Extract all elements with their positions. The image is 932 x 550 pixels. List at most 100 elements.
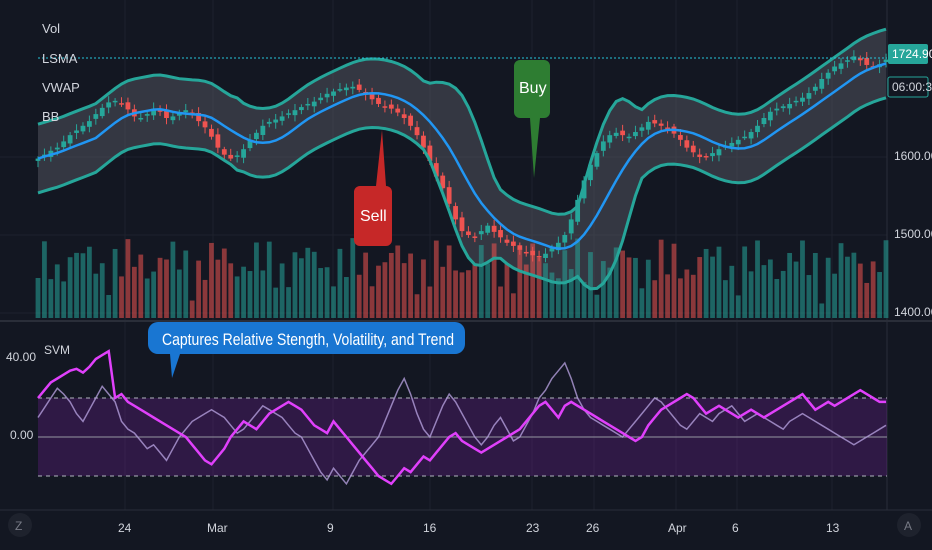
candle-body bbox=[221, 149, 227, 155]
candle-body bbox=[832, 66, 837, 72]
volume-bar bbox=[234, 276, 240, 318]
candle-body bbox=[453, 206, 458, 220]
volume-bar bbox=[491, 243, 497, 318]
time-tick-mar: Mar bbox=[207, 521, 228, 535]
candle-body bbox=[337, 89, 343, 91]
candle-body bbox=[228, 154, 234, 159]
candle-body bbox=[620, 130, 625, 136]
time-axis[interactable]: 24 Mar 9 16 23 26 Apr 6 13 bbox=[118, 521, 840, 535]
volume-bar bbox=[421, 259, 426, 318]
auto-scale-button-label: A bbox=[904, 519, 912, 533]
candle-body bbox=[440, 175, 446, 189]
candle-body bbox=[819, 79, 825, 89]
volume-bar bbox=[401, 263, 407, 318]
volume-bar bbox=[99, 263, 105, 318]
candle-body bbox=[395, 108, 401, 113]
volume-bar bbox=[247, 271, 253, 318]
price-axis[interactable]: 1600.00 1500.00 1400.00 bbox=[894, 149, 932, 319]
candle-body bbox=[376, 97, 381, 104]
time-tick-24: 24 bbox=[118, 521, 132, 535]
volume-bar bbox=[819, 303, 825, 318]
zoom-button[interactable]: Z bbox=[8, 513, 32, 537]
bollinger-band-fill bbox=[38, 29, 886, 289]
volume-bar bbox=[266, 241, 272, 318]
legend-vol[interactable]: Vol bbox=[42, 21, 60, 36]
candle-body bbox=[735, 139, 741, 145]
bollinger-upper-band bbox=[37, 27, 887, 216]
candle-body bbox=[761, 118, 767, 125]
volume-bar bbox=[652, 280, 658, 318]
legend-bb[interactable]: BB bbox=[42, 109, 59, 124]
candle-body bbox=[472, 236, 478, 238]
candle-body bbox=[485, 225, 491, 233]
svm-label[interactable]: SVM bbox=[44, 343, 70, 357]
volume-bar bbox=[626, 257, 632, 318]
buy-signal[interactable]: Buy bbox=[514, 60, 550, 178]
candle-body bbox=[74, 130, 79, 133]
volume-bar bbox=[549, 272, 555, 318]
volume-bar bbox=[119, 276, 124, 318]
volume-bar bbox=[305, 247, 311, 318]
candle-body bbox=[466, 231, 471, 235]
candle-body bbox=[144, 114, 150, 116]
candle-body bbox=[67, 135, 73, 144]
sell-signal[interactable]: Sell bbox=[354, 130, 392, 246]
volume-bar bbox=[189, 300, 195, 318]
volume-bar bbox=[164, 259, 169, 318]
volume-bar bbox=[517, 248, 523, 318]
volume-bar bbox=[857, 263, 863, 318]
volume-bar bbox=[845, 256, 850, 318]
volume-bar bbox=[800, 240, 805, 318]
volume-bar bbox=[607, 267, 613, 318]
volume-bar bbox=[838, 243, 844, 318]
candle-body bbox=[774, 108, 780, 111]
volume-bar bbox=[761, 265, 767, 318]
candle-body bbox=[299, 107, 304, 111]
volume-bar bbox=[645, 259, 651, 318]
candle-body bbox=[414, 127, 420, 136]
time-tick-apr: Apr bbox=[668, 521, 687, 535]
candle-body bbox=[645, 121, 651, 130]
candle-body bbox=[697, 154, 703, 157]
candle-body bbox=[523, 251, 529, 254]
volume-bar bbox=[678, 278, 683, 318]
volume-bar bbox=[215, 259, 221, 318]
candle-body bbox=[716, 149, 722, 156]
candle-body bbox=[665, 127, 670, 129]
volume-bar bbox=[196, 260, 201, 318]
legend-lsma[interactable]: LSMA bbox=[42, 51, 78, 66]
volume-bar bbox=[440, 266, 446, 318]
bollinger-band-area bbox=[38, 29, 886, 289]
candle-body bbox=[215, 134, 221, 148]
volume-bar bbox=[125, 239, 131, 318]
volume-bar bbox=[369, 286, 375, 318]
volume-bar bbox=[787, 252, 793, 318]
candle-body bbox=[633, 132, 638, 137]
candle-body bbox=[678, 135, 683, 140]
candle-body bbox=[54, 147, 60, 150]
svm-secondary-line bbox=[37, 361, 887, 486]
volume-bar bbox=[106, 294, 112, 318]
countdown-value: 06:00:30 bbox=[892, 80, 932, 94]
time-tick-9: 9 bbox=[327, 521, 334, 535]
candle-body bbox=[549, 248, 555, 252]
candle-body bbox=[562, 235, 568, 243]
volume-bar bbox=[144, 278, 150, 318]
volume-bar bbox=[684, 269, 690, 318]
volume-bar bbox=[131, 266, 137, 318]
candle-body bbox=[825, 72, 831, 79]
volume-bar bbox=[472, 263, 478, 318]
osc-tick-0: 0.00 bbox=[10, 428, 34, 442]
volume-bar bbox=[883, 240, 889, 318]
legend-vwap[interactable]: VWAP bbox=[42, 80, 80, 95]
candle-body bbox=[845, 60, 850, 62]
volume-bar bbox=[382, 262, 388, 318]
auto-scale-button[interactable]: A bbox=[897, 513, 921, 537]
candle-body bbox=[710, 153, 715, 157]
price-tick-1500: 1500.00 bbox=[894, 227, 932, 241]
volume-bar bbox=[780, 270, 786, 318]
volume-bar bbox=[170, 241, 176, 318]
volume-bar bbox=[446, 245, 452, 318]
volume-bar bbox=[279, 263, 285, 318]
